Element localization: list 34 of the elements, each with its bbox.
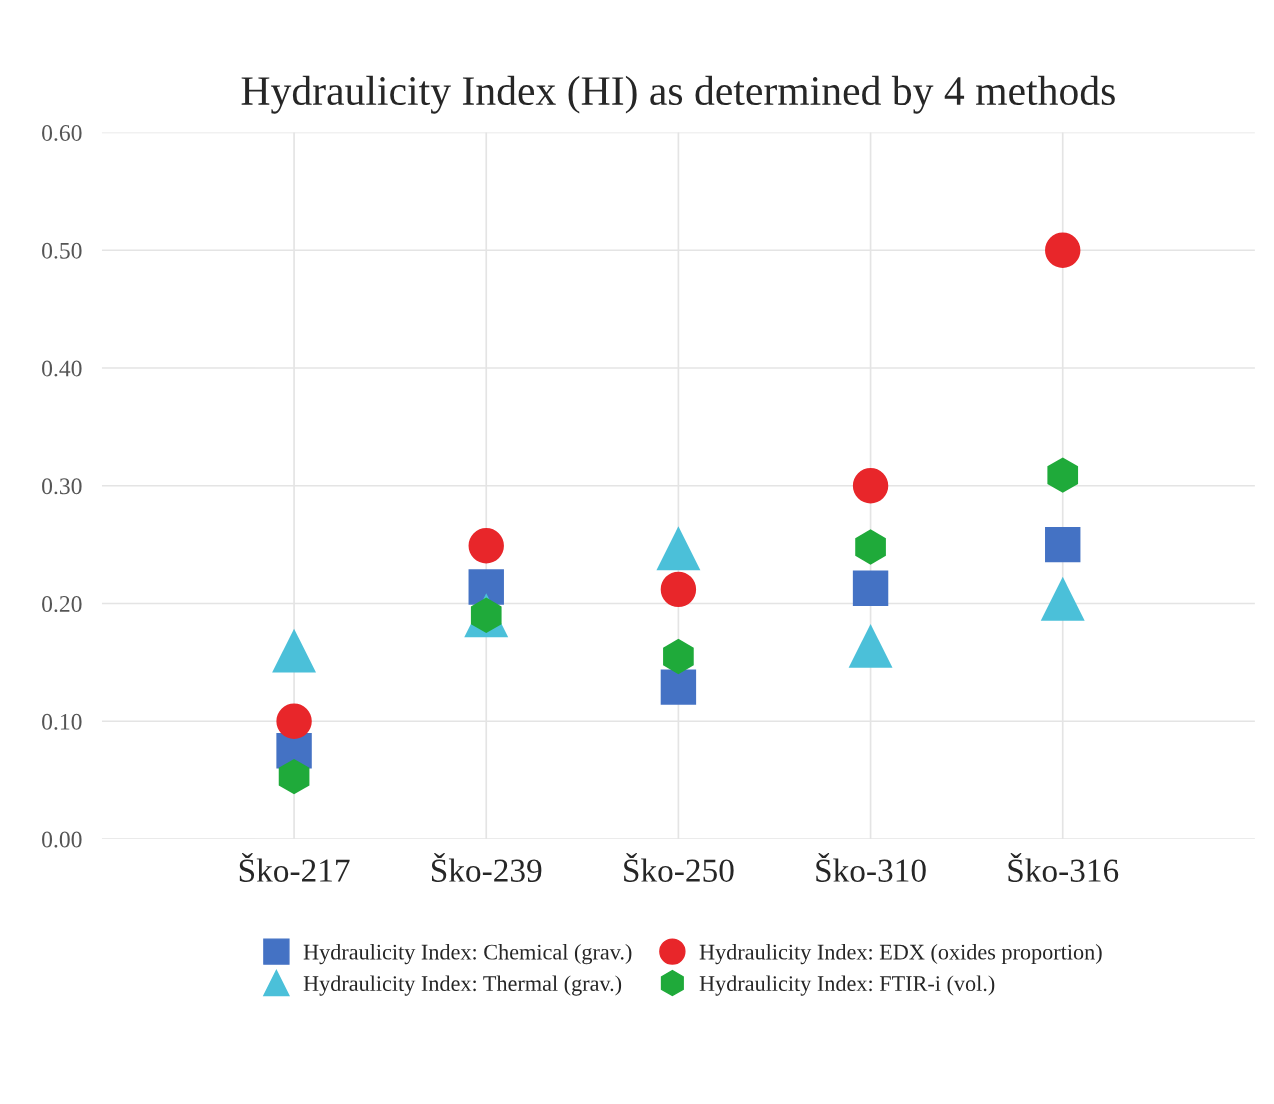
x-tick-label: Ško-217 [239, 853, 350, 882]
y-tick-label: 0.60 [42, 124, 82, 142]
point [276, 703, 312, 739]
point [1045, 526, 1081, 563]
point [855, 529, 886, 565]
chart-title: Hydraulicity Index (HI) as determined by 4 methods [241, 75, 1115, 114]
y-tick-label: 0.50 [42, 242, 82, 259]
legend-label: Hydraulicity Index: Chemical (grav.) [303, 943, 632, 965]
legend-label: Hydraulicity Index: EDX (oxides proportion) [699, 943, 1102, 965]
point [852, 570, 889, 606]
x-tick-label: Ško-239 [431, 853, 542, 882]
point [1040, 576, 1085, 621]
legend-label: Hydraulicity Index: Thermal (grav.) [303, 975, 622, 996]
point [660, 669, 697, 705]
point [468, 569, 504, 605]
x-tick-label: Ško-316 [1008, 853, 1119, 882]
y-tick-label: 0.40 [42, 360, 82, 377]
y-tick-label: 0.00 [42, 831, 82, 848]
point [660, 571, 697, 608]
y-tick-label: 0.20 [42, 596, 82, 613]
legend-label: Hydraulicity Index: FTIR-i (vol.) [699, 975, 995, 996]
point [468, 528, 504, 564]
point [272, 628, 317, 673]
y-tick-label: 0.30 [42, 478, 82, 495]
point [278, 758, 310, 795]
point [852, 468, 889, 504]
point [663, 638, 694, 675]
x-tick-label: Ško-310 [816, 853, 926, 882]
point [1047, 457, 1079, 493]
y-tick-label: 0.10 [42, 713, 82, 730]
point [656, 526, 701, 571]
x-tick-label: Ško-250 [624, 853, 734, 882]
point [848, 623, 893, 668]
point [1045, 232, 1081, 268]
